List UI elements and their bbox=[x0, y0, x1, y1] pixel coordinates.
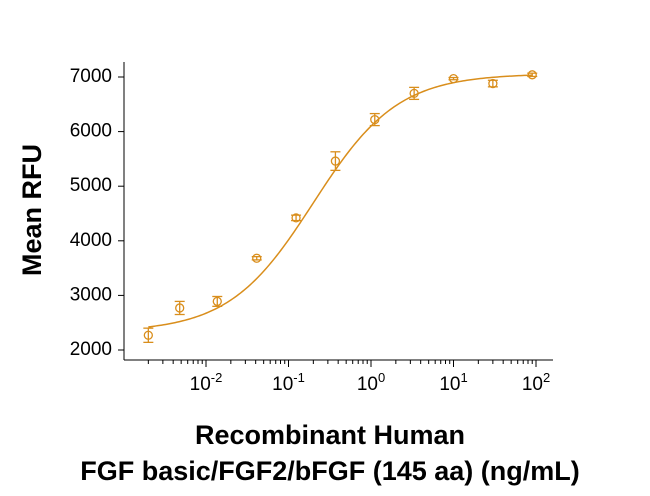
point-marker bbox=[370, 114, 380, 125]
data-point bbox=[251, 253, 262, 263]
x-axis-ticks: 10-2 10-1 100 101 102 bbox=[147, 360, 550, 395]
fit-curve bbox=[148, 74, 533, 328]
x-tick-label: 101 bbox=[439, 370, 467, 395]
y-tick-label: 3000 bbox=[70, 284, 112, 305]
point-marker bbox=[291, 213, 301, 223]
x-axis-title-line2: FGF basic/FGF2/bFGF (145 aa) (ng/mL) bbox=[80, 456, 580, 486]
x-tick-label: 102 bbox=[522, 370, 550, 395]
y-tick-label: 7000 bbox=[70, 66, 112, 87]
point-marker bbox=[488, 78, 498, 89]
point-marker bbox=[143, 330, 153, 340]
y-axis-ticks: 2000 3000 4000 5000 6000 7000 bbox=[70, 66, 124, 360]
data-point bbox=[174, 300, 185, 316]
y-axis-title: Mean RFU bbox=[17, 144, 47, 276]
y-tick-label: 6000 bbox=[70, 121, 112, 142]
y-tick-label: 5000 bbox=[70, 175, 112, 196]
data-point bbox=[487, 78, 498, 89]
point-marker bbox=[448, 73, 459, 84]
data-point bbox=[143, 327, 154, 344]
y-tick-label: 4000 bbox=[70, 230, 112, 251]
point-marker bbox=[175, 303, 185, 313]
x-tick-label: 10-1 bbox=[272, 370, 305, 395]
data-points bbox=[143, 70, 538, 344]
data-point bbox=[212, 295, 223, 307]
data-point bbox=[291, 213, 302, 223]
point-marker bbox=[212, 296, 222, 307]
point-marker bbox=[409, 88, 419, 99]
data-point bbox=[369, 112, 380, 127]
y-tick-label: 2000 bbox=[70, 339, 112, 360]
point-marker bbox=[330, 156, 341, 166]
data-point bbox=[409, 86, 420, 101]
x-tick-label: 100 bbox=[357, 370, 385, 395]
data-point bbox=[448, 73, 459, 84]
data-point bbox=[330, 151, 341, 172]
point-marker bbox=[252, 253, 262, 263]
x-tick-label: 10-2 bbox=[190, 370, 223, 395]
x-axis-title-line1: Recombinant Human bbox=[195, 420, 465, 450]
point-marker bbox=[527, 70, 537, 80]
data-point bbox=[527, 70, 538, 80]
